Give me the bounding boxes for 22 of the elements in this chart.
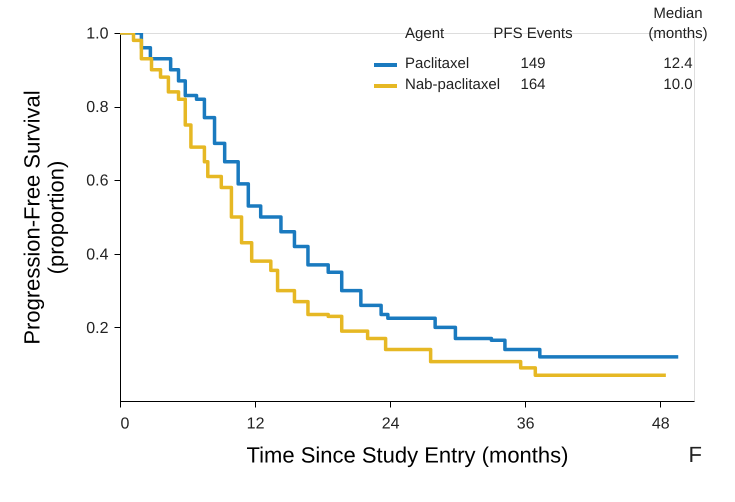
legend-label: Paclitaxel bbox=[405, 55, 470, 72]
x-tick-label: 0 bbox=[120, 416, 130, 432]
y-tick-label: 0.4 bbox=[86, 246, 109, 264]
annotation: 12.4 bbox=[663, 55, 693, 72]
text: F bbox=[688, 442, 702, 467]
y-tick-label: 1.0 bbox=[86, 26, 109, 42]
annotation: Median (months) bbox=[648, 5, 708, 42]
x-axis-title: Time Since Study Entry (months) bbox=[246, 442, 568, 468]
y-tick-label: 0.6 bbox=[86, 172, 109, 190]
legend-label: Nab-paclitaxel bbox=[405, 76, 500, 93]
y-axis-title: Progression-Free Survival (proportion) bbox=[19, 90, 68, 345]
annotation: 164 bbox=[520, 76, 546, 93]
y-tick-label: 0.8 bbox=[86, 99, 109, 116]
y-tick-label: 0.2 bbox=[86, 320, 109, 337]
legend-title: Agent bbox=[405, 25, 446, 42]
annotation: 10.0 bbox=[663, 76, 693, 93]
x-tick-label: 12 bbox=[246, 416, 265, 432]
annotation: PFS Events bbox=[493, 25, 573, 42]
annotation: 149 bbox=[520, 55, 546, 72]
x-tick-label: 24 bbox=[382, 416, 400, 432]
x-tick-label: 48 bbox=[652, 416, 670, 432]
x-tick-label: 36 bbox=[516, 416, 535, 432]
